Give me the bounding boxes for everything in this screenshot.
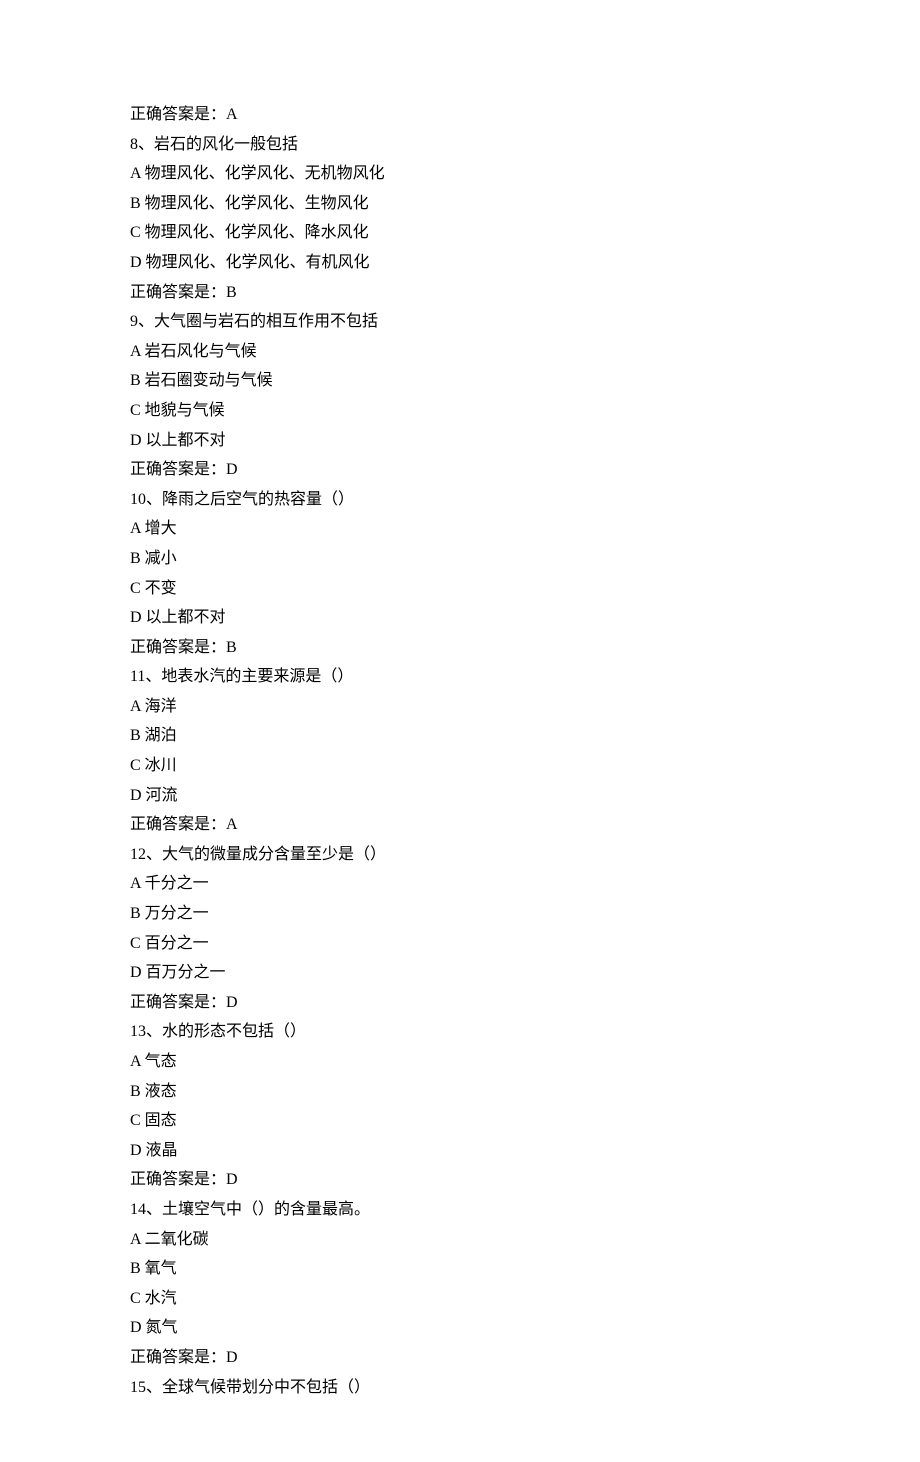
text-line: C 固态 (130, 1106, 790, 1136)
text-line: 13、水的形态不包括（） (130, 1017, 790, 1047)
text-line: A 物理风化、化学风化、无机物风化 (130, 159, 790, 189)
text-line: 12、大气的微量成分含量至少是（） (130, 840, 790, 870)
text-line: C 冰川 (130, 751, 790, 781)
text-line: 8、岩石的风化一般包括 (130, 130, 790, 160)
text-line: D 以上都不对 (130, 603, 790, 633)
text-line: B 氧气 (130, 1254, 790, 1284)
text-line: D 河流 (130, 781, 790, 811)
text-line: C 不变 (130, 574, 790, 604)
text-line: 正确答案是：A (130, 810, 790, 840)
text-line: A 千分之一 (130, 869, 790, 899)
text-line: 9、大气圈与岩石的相互作用不包括 (130, 307, 790, 337)
text-line: 正确答案是：B (130, 633, 790, 663)
text-line: D 以上都不对 (130, 426, 790, 456)
text-line: C 物理风化、化学风化、降水风化 (130, 218, 790, 248)
text-line: A 岩石风化与气候 (130, 337, 790, 367)
text-line: 正确答案是：D (130, 1165, 790, 1195)
text-line: B 物理风化、化学风化、生物风化 (130, 189, 790, 219)
text-line: 10、降雨之后空气的热容量（） (130, 485, 790, 515)
text-line: 正确答案是：D (130, 455, 790, 485)
text-line: C 百分之一 (130, 929, 790, 959)
text-line: 正确答案是：A (130, 100, 790, 130)
text-line: B 万分之一 (130, 899, 790, 929)
text-line: 正确答案是：D (130, 1343, 790, 1373)
text-line: D 氮气 (130, 1313, 790, 1343)
text-line: C 地貌与气候 (130, 396, 790, 426)
text-line: 正确答案是：B (130, 278, 790, 308)
text-line: D 百万分之一 (130, 958, 790, 988)
text-line: 14、土壤空气中（）的含量最高。 (130, 1195, 790, 1225)
text-line: 正确答案是：D (130, 988, 790, 1018)
text-line: B 减小 (130, 544, 790, 574)
text-line: B 液态 (130, 1077, 790, 1107)
text-line: A 二氧化碳 (130, 1225, 790, 1255)
text-line: 11、地表水汽的主要来源是（） (130, 662, 790, 692)
text-line: D 液晶 (130, 1136, 790, 1166)
text-line: A 增大 (130, 514, 790, 544)
text-line: A 海洋 (130, 692, 790, 722)
text-line: D 物理风化、化学风化、有机风化 (130, 248, 790, 278)
text-line: B 湖泊 (130, 721, 790, 751)
document-content: 正确答案是：A8、岩石的风化一般包括A 物理风化、化学风化、无机物风化B 物理风… (130, 100, 790, 1402)
text-line: A 气态 (130, 1047, 790, 1077)
text-line: C 水汽 (130, 1284, 790, 1314)
text-line: 15、全球气候带划分中不包括（） (130, 1373, 790, 1403)
text-line: B 岩石圈变动与气候 (130, 366, 790, 396)
